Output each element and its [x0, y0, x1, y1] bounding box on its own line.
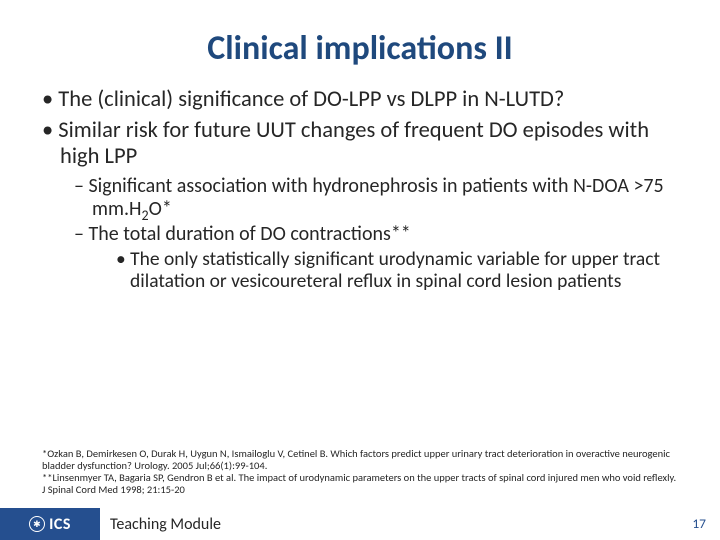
bullet-level2: Significant association with hydronephro… [42, 175, 678, 221]
footnote: **Linsenmyer TA, Bagaria SP, Gendron B e… [42, 472, 678, 496]
page-number: 17 [692, 515, 706, 532]
footnotes: *Ozkan B, Demirkesen O, Durak H, Uygun N… [42, 448, 678, 496]
bullet-level2: The total duration of DO contractions** [42, 223, 678, 246]
ics-logo: ✱ ICS [0, 508, 100, 540]
slide-content: The (clinical) significance of DO-LPP vs… [0, 75, 720, 292]
bullet-level1: Similar risk for future UUT changes of f… [42, 118, 678, 171]
logo-text: ICS [49, 515, 71, 534]
slide: Clinical implications II The (clinical) … [0, 0, 720, 540]
bullet-level1: The (clinical) significance of DO-LPP vs… [42, 87, 678, 114]
footnote: *Ozkan B, Demirkesen O, Durak H, Uygun N… [42, 448, 678, 472]
slide-title: Clinical implications II [0, 0, 720, 75]
bullet-text: Significant association with hydronephro… [88, 174, 663, 221]
bullet-text: O* [149, 197, 172, 221]
bullet-level3: The only statistically significant urody… [42, 248, 678, 293]
footer-bar: ✱ ICS Teaching Module [0, 508, 720, 540]
footer-module-label: Teaching Module [110, 515, 221, 534]
globe-icon: ✱ [29, 516, 45, 532]
